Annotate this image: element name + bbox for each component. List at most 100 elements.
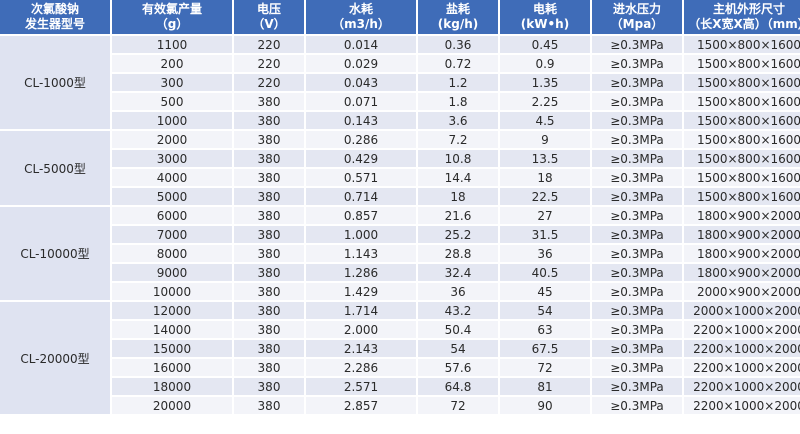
cell-dimensions: 1800×900×2000 [684, 245, 800, 262]
cell-salt-use: 57.6 [418, 359, 498, 376]
cell-chlorine-output: 300 [112, 74, 232, 91]
cell-voltage: 380 [234, 188, 304, 205]
table-row: 200 220 0.029 0.72 0.9 ≥0.3MPa 1500×800×1600 [0, 55, 800, 72]
cell-inlet-pressure: ≥0.3MPa [592, 36, 682, 53]
cell-dimensions: 1500×800×1600 [684, 36, 800, 53]
table-row: CL-20000型 12000 380 1.714 43.2 54 ≥0.3MPa 2000×… [0, 302, 800, 414]
header-chlorine-output: 有效氯产量 （g） [112, 0, 232, 34]
header-model: 次氯酸钠 发生器型号 [0, 0, 110, 34]
table-row: 14000 380 2.000 50.4 63 ≥0.3MPa 2200×1000×2000 [0, 321, 800, 338]
table-row: CL-5000型 2000 380 0.286 7.2 9 ≥0.3MPa 1500×800×… [0, 131, 800, 205]
cell-inlet-pressure: ≥0.3MPa [592, 150, 682, 167]
table-body: CL-1000型 1100 220 0.014 0.36 0.45 ≥0.3MPa 1500×… [0, 36, 800, 414]
cell-chlorine-output: 1000 [112, 112, 232, 129]
cell-dimensions: 1800×900×2000 [684, 264, 800, 281]
cell-inlet-pressure: ≥0.3MPa [592, 264, 682, 281]
cell-voltage: 380 [234, 131, 304, 148]
table-row: 8000 380 1.143 28.8 36 ≥0.3MPa 1800×900×2000 [0, 245, 800, 262]
cell-power-use: 13.5 [500, 150, 590, 167]
cell-salt-use: 10.8 [418, 150, 498, 167]
cell-water-use: 1.714 [306, 302, 416, 319]
header-salt-use: 盐耗 (kg/h) [418, 0, 498, 34]
cell-water-use: 1.000 [306, 226, 416, 243]
cell-dimensions: 2200×1000×2000 [684, 397, 800, 414]
table-row: 500 380 0.071 1.8 2.25 ≥0.3MPa 1500×800×1600 [0, 93, 800, 110]
cell-water-use: 0.029 [306, 55, 416, 72]
cell-voltage: 380 [234, 302, 304, 319]
cell-chlorine-output: 4000 [112, 169, 232, 186]
table-row: 9000 380 1.286 32.4 40.5 ≥0.3MPa 1800×900×2000 [0, 264, 800, 281]
header-row: 次氯酸钠 发生器型号 有效氯产量 （g） 电压 （V） 水耗 （m3/h） 盐耗 (kg/… [0, 0, 800, 34]
cell-inlet-pressure: ≥0.3MPa [592, 283, 682, 300]
cell-voltage: 380 [234, 226, 304, 243]
header-power-use: 电耗 (kW•h) [500, 0, 590, 34]
cell-voltage: 380 [234, 359, 304, 376]
cell-voltage: 380 [234, 340, 304, 357]
cell-voltage: 380 [234, 207, 304, 224]
cell-power-use: 27 [500, 207, 590, 224]
header-voltage: 电压 （V） [234, 0, 304, 34]
cell-power-use: 54 [500, 302, 590, 319]
cell-dimensions: 1500×800×1600 [684, 112, 800, 129]
cell-salt-use: 0.36 [418, 36, 498, 53]
model-cell: CL-1000型 [0, 36, 110, 129]
cell-water-use: 0.071 [306, 93, 416, 110]
cell-inlet-pressure: ≥0.3MPa [592, 245, 682, 262]
cell-water-use: 1.143 [306, 245, 416, 262]
table-row: 15000 380 2.143 54 67.5 ≥0.3MPa 2200×1000×2000 [0, 340, 800, 357]
table-row: 20000 380 2.857 72 90 ≥0.3MPa 2200×1000×2000 [0, 397, 800, 414]
cell-dimensions: 2200×1000×2000 [684, 359, 800, 376]
header-water-use: 水耗 （m3/h） [306, 0, 416, 34]
cell-inlet-pressure: ≥0.3MPa [592, 321, 682, 338]
cell-voltage: 380 [234, 264, 304, 281]
cell-salt-use: 64.8 [418, 378, 498, 395]
cell-water-use: 0.043 [306, 74, 416, 91]
cell-power-use: 0.9 [500, 55, 590, 72]
cell-chlorine-output: 9000 [112, 264, 232, 281]
cell-chlorine-output: 500 [112, 93, 232, 110]
cell-power-use: 45 [500, 283, 590, 300]
cell-dimensions: 1500×800×1600 [684, 74, 800, 91]
cell-inlet-pressure: ≥0.3MPa [592, 74, 682, 91]
cell-chlorine-output: 10000 [112, 283, 232, 300]
cell-inlet-pressure: ≥0.3MPa [592, 112, 682, 129]
cell-salt-use: 36 [418, 283, 498, 300]
model-cell: CL-5000型 [0, 131, 110, 205]
cell-chlorine-output: 1100 [112, 36, 232, 53]
cell-power-use: 31.5 [500, 226, 590, 243]
cell-power-use: 0.45 [500, 36, 590, 53]
cell-dimensions: 1500×800×1600 [684, 188, 800, 205]
cell-dimensions: 2000×1000×2000 [684, 302, 800, 319]
cell-salt-use: 3.6 [418, 112, 498, 129]
cell-voltage: 220 [234, 55, 304, 72]
cell-salt-use: 1.8 [418, 93, 498, 110]
cell-water-use: 1.286 [306, 264, 416, 281]
cell-dimensions: 2200×1000×2000 [684, 340, 800, 357]
cell-voltage: 380 [234, 93, 304, 110]
cell-chlorine-output: 6000 [112, 207, 232, 224]
cell-salt-use: 25.2 [418, 226, 498, 243]
cell-water-use: 0.286 [306, 131, 416, 148]
cell-salt-use: 43.2 [418, 302, 498, 319]
cell-dimensions: 2000×900×2000 [684, 283, 800, 300]
cell-chlorine-output: 20000 [112, 397, 232, 414]
cell-voltage: 220 [234, 36, 304, 53]
table-row: 7000 380 1.000 25.2 31.5 ≥0.3MPa 1800×900×2000 [0, 226, 800, 243]
table-row: 4000 380 0.571 14.4 18 ≥0.3MPa 1500×800×1600 [0, 169, 800, 186]
table-row: 16000 380 2.286 57.6 72 ≥0.3MPa 2200×1000×2000 [0, 359, 800, 376]
table-row: 5000 380 0.714 18 22.5 ≥0.3MPa 1500×800×1600 [0, 188, 800, 205]
cell-water-use: 2.857 [306, 397, 416, 414]
model-cell: CL-20000型 [0, 302, 110, 414]
cell-inlet-pressure: ≥0.3MPa [592, 359, 682, 376]
cell-salt-use: 72 [418, 397, 498, 414]
cell-voltage: 380 [234, 321, 304, 338]
cell-power-use: 40.5 [500, 264, 590, 281]
cell-power-use: 2.25 [500, 93, 590, 110]
cell-water-use: 1.429 [306, 283, 416, 300]
cell-chlorine-output: 3000 [112, 150, 232, 167]
cell-inlet-pressure: ≥0.3MPa [592, 340, 682, 357]
cell-inlet-pressure: ≥0.3MPa [592, 188, 682, 205]
cell-power-use: 18 [500, 169, 590, 186]
table-row: 1000 380 0.143 3.6 4.5 ≥0.3MPa 1500×800×1600 [0, 112, 800, 129]
cell-power-use: 22.5 [500, 188, 590, 205]
